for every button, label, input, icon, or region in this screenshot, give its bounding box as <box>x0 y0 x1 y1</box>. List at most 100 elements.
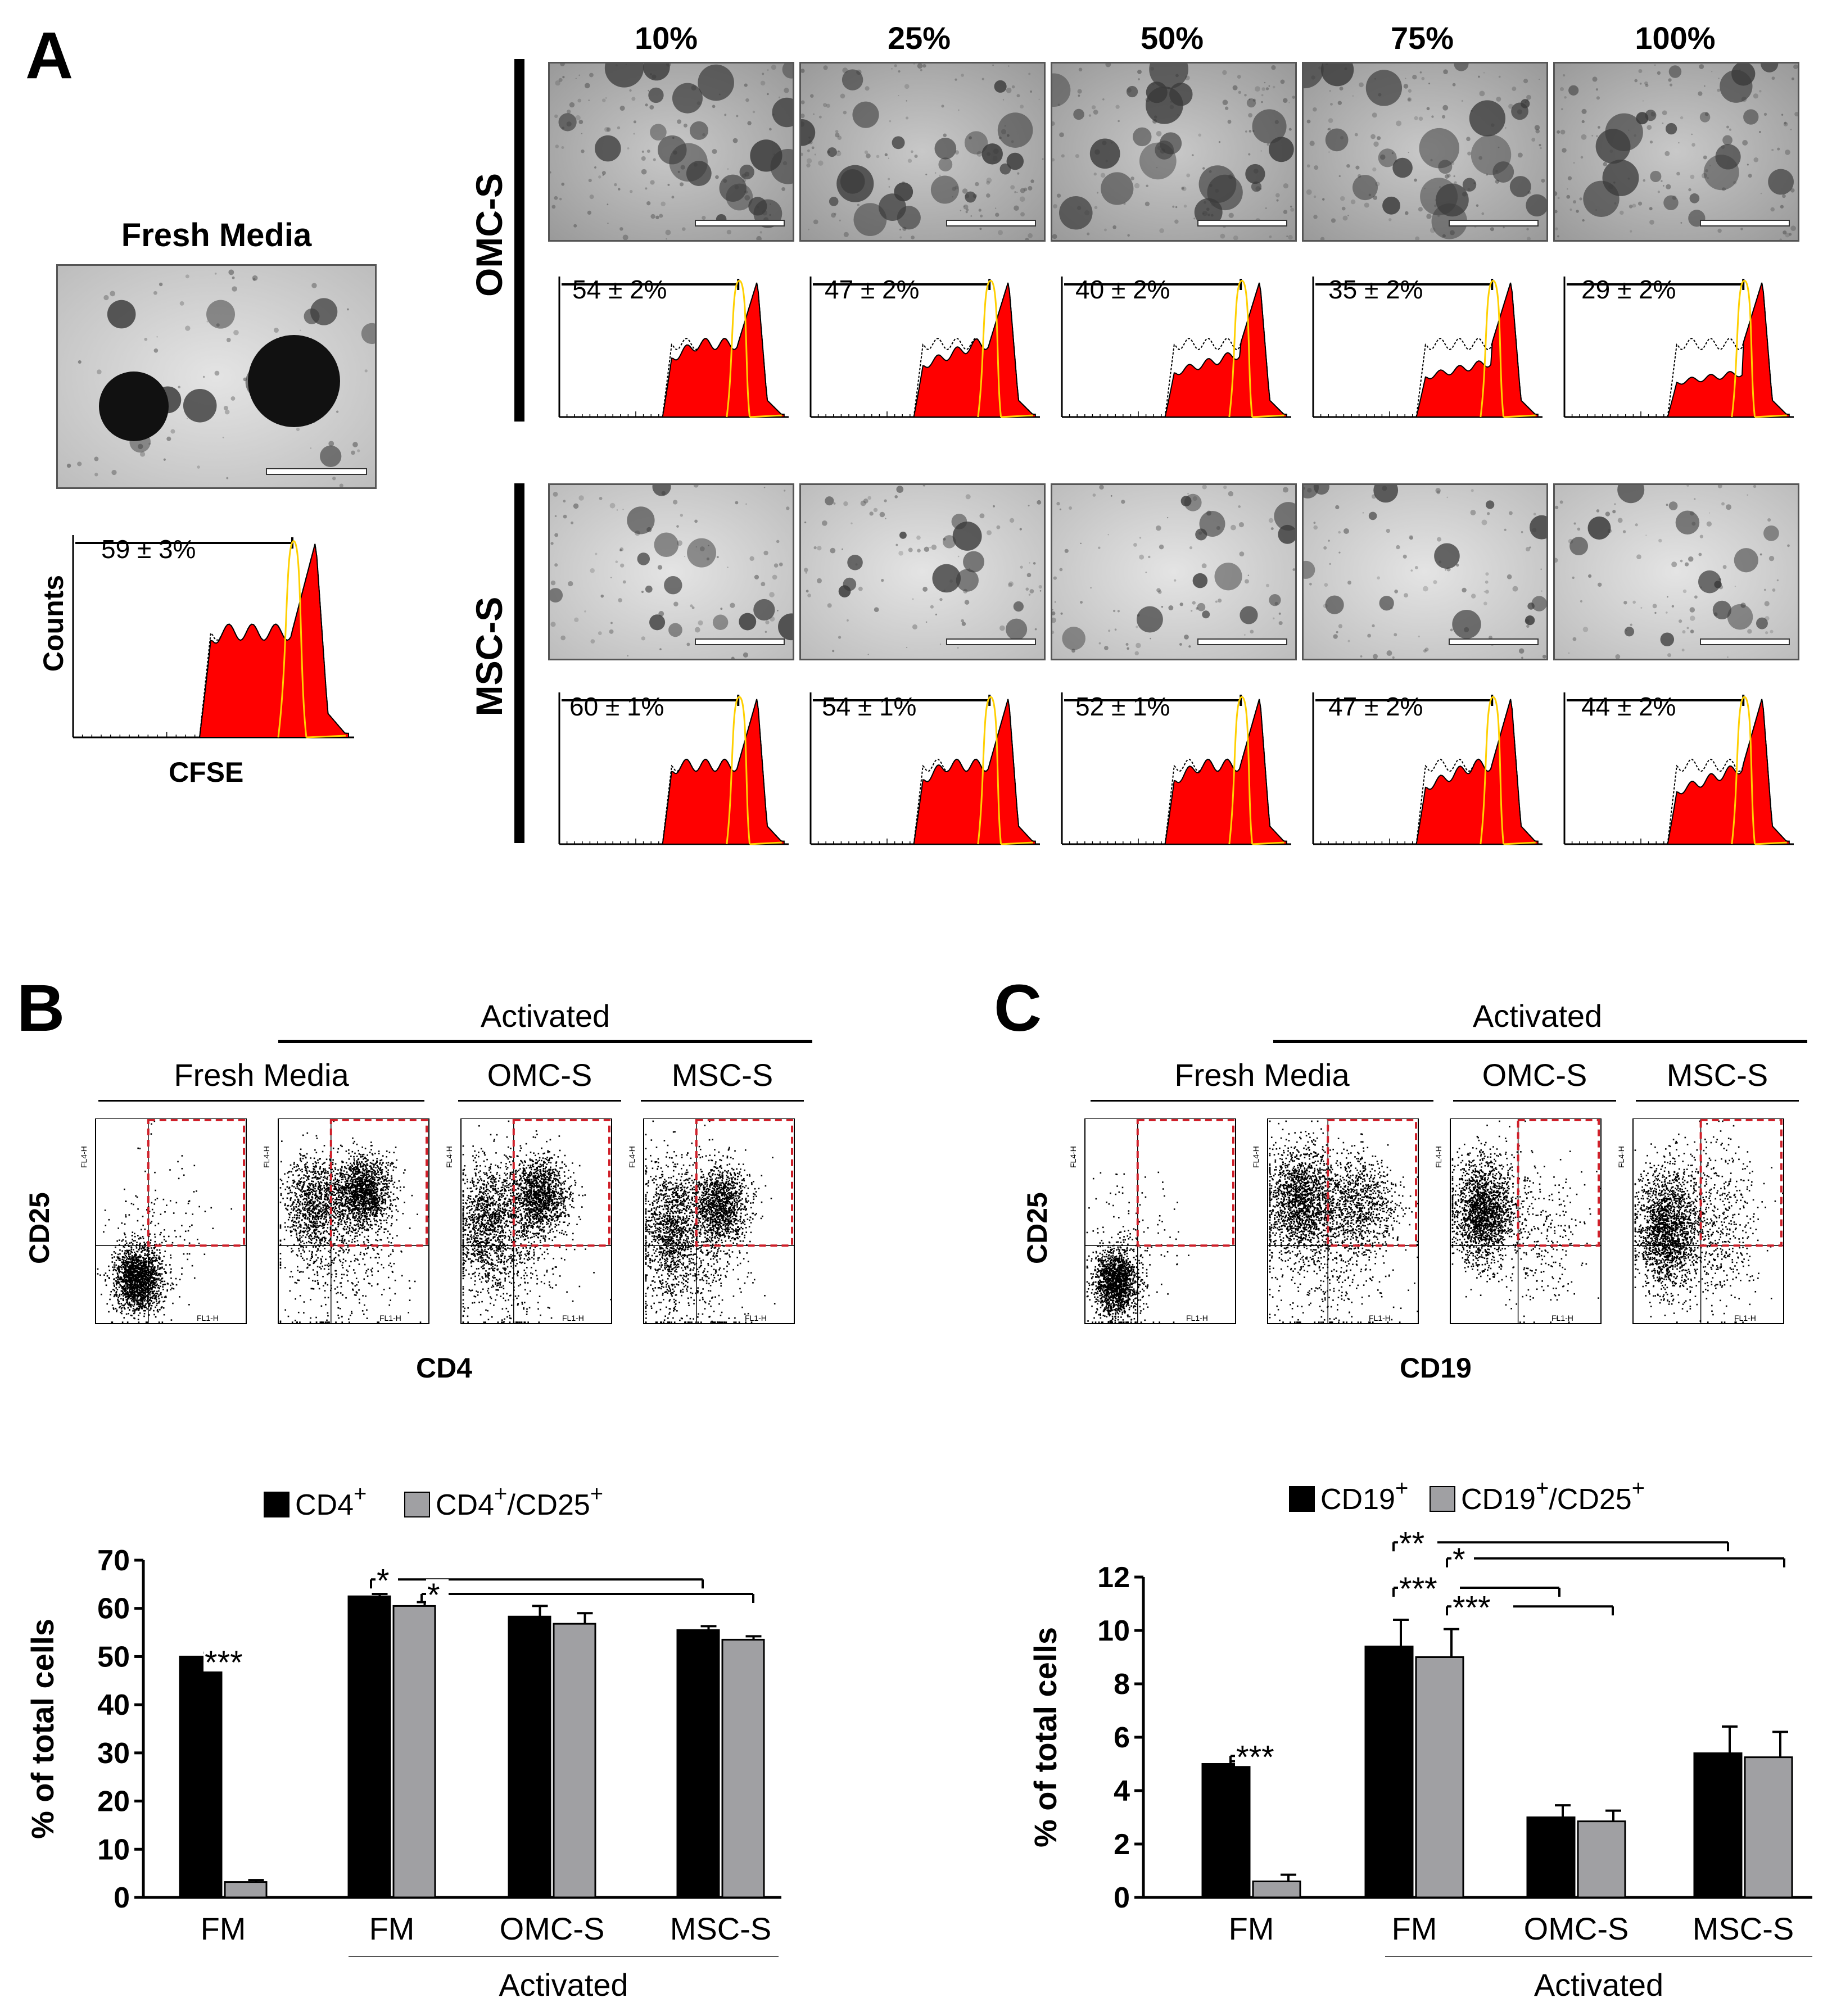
legend-label-0: CD4+ <box>295 1482 367 1521</box>
conc-label-10: 10% <box>582 20 750 56</box>
omc-value-75: 35 ± 2% <box>1328 274 1423 305</box>
panel-b-label: B <box>17 975 65 1041</box>
bar-CD4+-0 <box>179 1655 223 1899</box>
b-activated-line <box>278 1040 812 1043</box>
msc-micrograph-3 <box>1302 483 1548 660</box>
y-tick-2: 4 <box>1114 1775 1130 1807</box>
micrograph-image <box>1555 485 1798 659</box>
msc-histogram-0 <box>554 674 794 849</box>
micrograph-image <box>1052 485 1295 659</box>
micrograph-image <box>1052 64 1295 240</box>
chart-c: CD19+ CD19+/CD25+ 0 2 4 6 8 10 12 % of total cell… <box>1028 1476 1812 2003</box>
scale-bar <box>266 468 367 475</box>
msc-histogram-2 <box>1056 674 1297 849</box>
c-group-omc: OMC-S <box>1453 1057 1616 1093</box>
bar-CD19+-2 <box>1526 1816 1576 1899</box>
y-tick-4: 40 <box>97 1689 130 1721</box>
b-group-msc: MSC-S <box>641 1057 804 1093</box>
y-tick-3: 6 <box>1114 1721 1130 1754</box>
svg-text:*: * <box>427 1577 440 1614</box>
micrograph-image <box>1304 64 1546 240</box>
msc-micrograph-1 <box>799 483 1046 660</box>
y-tick-3: 30 <box>97 1737 130 1770</box>
bar-CD19+/CD25+-3 <box>1744 1756 1793 1899</box>
y-axis-label: % of total cells <box>25 1619 60 1839</box>
bar-CD19+-3 <box>1693 1752 1743 1899</box>
bar-CD4+/CD25+-3 <box>721 1638 765 1899</box>
msc-value-100: 44 ± 2% <box>1581 691 1676 722</box>
cfse-histogram <box>1563 692 1794 845</box>
omc-micrograph-0 <box>548 62 794 242</box>
c-msc-line <box>1636 1100 1799 1102</box>
msc-value-25: 54 ± 1% <box>822 691 916 722</box>
activated-group-label: Activated <box>499 1967 628 2003</box>
omc-micrograph-2 <box>1051 62 1297 242</box>
omc-histogram-4 <box>1559 259 1799 422</box>
omc-histogram-3 <box>1308 259 1548 422</box>
bar-CD4+/CD25+-1 <box>392 1605 436 1899</box>
scale-bar <box>1449 638 1539 645</box>
y-tick-1: 2 <box>1114 1828 1130 1861</box>
bar-CD19+-0 <box>1201 1763 1251 1899</box>
c-cd19-axis-label: CD19 <box>1400 1352 1472 1384</box>
cfse-histogram <box>1061 692 1291 845</box>
cfse-histogram <box>809 277 1040 418</box>
scale-bar <box>946 220 1036 226</box>
cfse-histogram <box>558 692 789 845</box>
b-group-omc: OMC-S <box>458 1057 621 1093</box>
msc-micrograph-2 <box>1051 483 1297 660</box>
c-fresh-line <box>1091 1100 1433 1102</box>
b-activated-label: Activated <box>281 998 809 1034</box>
omc-row-label: OMC-S <box>468 151 510 319</box>
significance-bracket-2: * <box>1446 1542 1785 1578</box>
c-activated-line <box>1273 1040 1807 1043</box>
msc-histogram-4 <box>1559 674 1799 849</box>
omc-value-25: 47 ± 2% <box>825 274 919 305</box>
y-tick-2: 20 <box>97 1786 130 1818</box>
bar-CD4+-2 <box>508 1615 551 1899</box>
msc-row-label: MSC-S <box>468 572 510 741</box>
micrograph-image <box>1304 485 1546 659</box>
cfse-histogram <box>72 535 354 739</box>
omc-histogram-0 <box>554 259 794 422</box>
significance-bracket-2: * <box>420 1577 754 1614</box>
fresh-media-histogram <box>67 517 360 742</box>
y-tick-6: 12 <box>1097 1561 1130 1594</box>
svg-text:***: *** <box>1453 1589 1491 1626</box>
micrograph-image <box>58 266 375 487</box>
msc-histogram-1 <box>805 674 1046 849</box>
counts-axis-label: Counts <box>37 553 70 694</box>
b-fresh-line <box>98 1100 424 1102</box>
y-tick-6: 60 <box>97 1593 130 1625</box>
cfse-histogram <box>1563 277 1794 418</box>
omc-value-100: 29 ± 2% <box>1581 274 1676 305</box>
msc-micrograph-4 <box>1553 483 1799 660</box>
svg-text:*: * <box>1453 1542 1465 1578</box>
conc-label-50: 50% <box>1088 20 1256 56</box>
cfse-histogram <box>1061 277 1291 418</box>
y-tick-4: 8 <box>1114 1668 1130 1701</box>
cfse-histogram <box>809 692 1040 845</box>
legend-label-0: CD19+ <box>1320 1476 1408 1516</box>
y-tick-0: 0 <box>1114 1882 1130 1914</box>
scale-bar <box>1197 220 1287 226</box>
x-category-3: MSC-S <box>670 1911 771 1946</box>
omc-micrograph-3 <box>1302 62 1548 242</box>
fresh-media-title: Fresh Media <box>56 216 377 254</box>
bar-CD4+/CD25+-2 <box>553 1623 596 1899</box>
scale-bar <box>1449 220 1539 226</box>
omc-micrograph-1 <box>799 62 1046 242</box>
fresh-media-micrograph <box>56 264 377 489</box>
panel-c-label: C <box>994 975 1042 1041</box>
svg-text:**: ** <box>1399 1525 1424 1562</box>
legend-label-1: CD19+/CD25+ <box>1461 1476 1645 1516</box>
msc-value-10: 60 ± 1% <box>569 691 664 722</box>
conc-label-100: 100% <box>1591 20 1759 56</box>
scale-bar <box>1197 638 1287 645</box>
b-cd4-axis-label: CD4 <box>416 1352 472 1384</box>
omc-row-bar <box>514 59 524 422</box>
activated-group-label: Activated <box>1534 1967 1663 2003</box>
